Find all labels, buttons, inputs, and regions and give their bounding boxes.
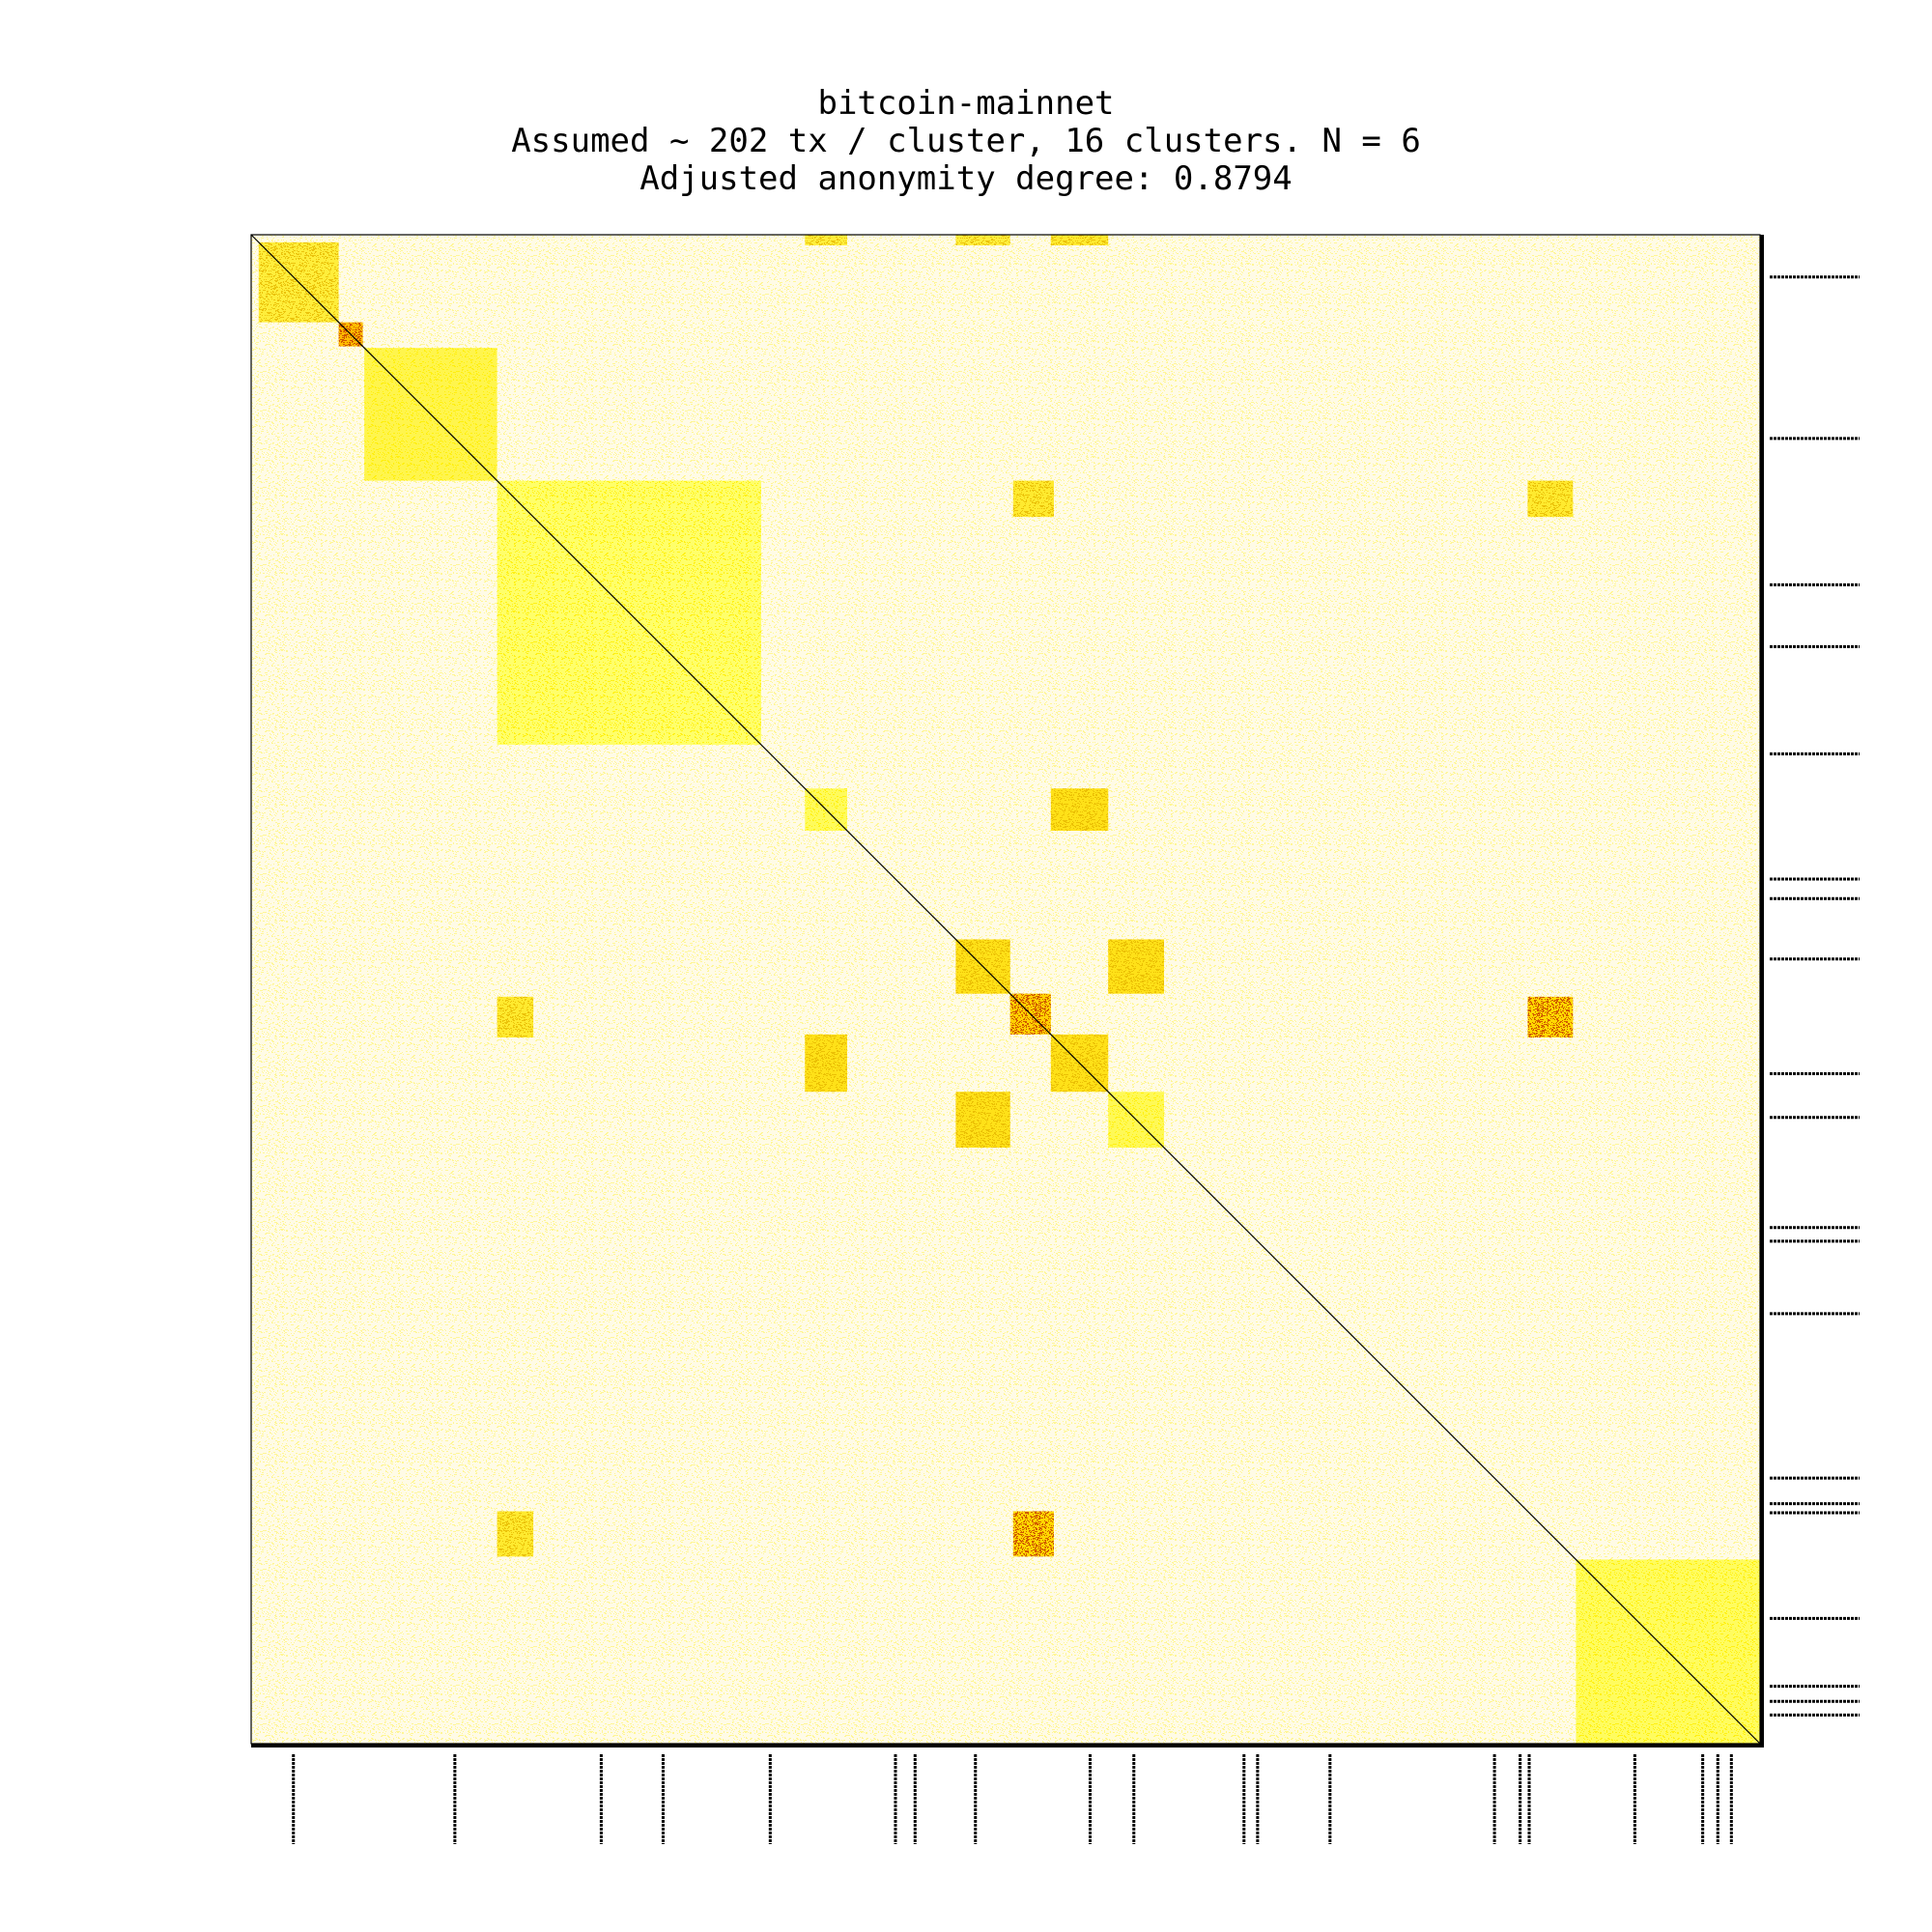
column-cluster-marks [292,1754,1733,1844]
chart-title: bitcoin-mainnet Assumed ~ 202 tx / clust… [0,85,1932,198]
row-cluster-marks [1770,275,1860,1717]
offdiagonal-block-texture [1050,788,1109,831]
offdiagonal-block-texture [497,1511,534,1557]
axes [251,235,1764,1747]
offdiagonal-block-texture [1527,480,1574,518]
offdiagonal-block-texture [955,1092,1010,1149]
title-line-2: Assumed ~ 202 tx / cluster, 16 clusters.… [511,122,1421,160]
offdiagonal-block-texture [805,1034,847,1093]
offdiagonal-block-texture [955,235,1010,245]
offdiagonal-block-texture [805,235,847,245]
diagonal [250,234,1761,1745]
offdiagonal-block-texture [1050,235,1109,245]
offdiagonal-block-texture [1012,480,1054,518]
offdiagonal-block-texture [1012,1511,1054,1557]
offdiagonal-block-texture [497,996,534,1037]
title-line-3: Adjusted anonymity degree: 0.8794 [639,159,1293,198]
diagonal-line [250,234,1761,1745]
offdiagonal-block-texture [1108,939,1165,994]
title-line-1: bitcoin-mainnet [817,84,1115,123]
offdiagonal-block-texture [1527,996,1574,1037]
